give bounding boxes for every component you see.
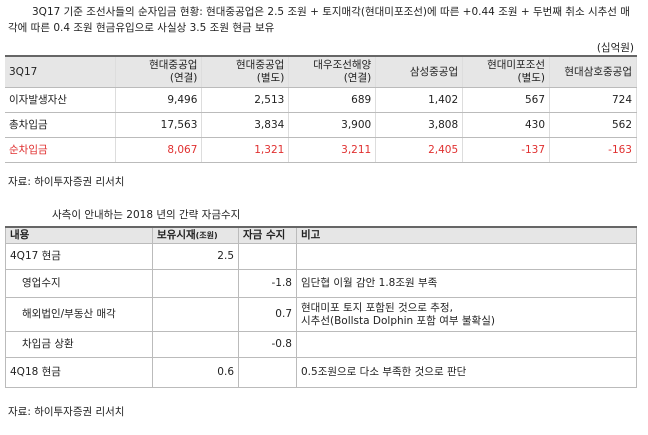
- cell: [238, 357, 297, 388]
- cell: 562: [549, 112, 637, 138]
- row: 4Q17 현금 2.5: [5, 243, 637, 270]
- cell: -137: [462, 137, 551, 163]
- cell: 4Q18 현금: [5, 357, 153, 388]
- row: 4Q18 현금 0.6 0.5조원으로 다소 부족한 것으로 판단: [5, 357, 637, 388]
- row: 차입금 상환 -0.8: [5, 331, 637, 358]
- header-cell: 현대미포조선 (별도): [462, 55, 551, 88]
- cell: -1.8: [238, 269, 297, 298]
- cell: [296, 331, 637, 358]
- header-cell: 보유시재(조원): [152, 226, 239, 244]
- cell: 현대미포 토지 포함된 것으로 추정, 시추선(Bollsta Dolphin …: [296, 297, 637, 332]
- header-cell: 삼성중공업: [375, 55, 464, 88]
- header-cell: 자금 수지: [238, 226, 297, 244]
- cell: 3,808: [375, 112, 464, 138]
- cell: 임단협 이월 감안 1.8조원 부족: [296, 269, 637, 298]
- cell: 해외법인/부동산 매각: [5, 297, 153, 332]
- cell: 8,067: [115, 137, 203, 163]
- cell: 4Q17 현금: [5, 243, 153, 270]
- table-1: 3Q17 현대중공업 (연결) 현대중공업 (별도) 대우조선해양 (연결) 삼성중공업…: [5, 55, 637, 163]
- header-cell: 현대삼호중공업: [549, 55, 637, 88]
- header-unit: (조원): [195, 231, 218, 240]
- cell: [238, 243, 297, 270]
- cell: [152, 269, 239, 298]
- cell: 3,211: [288, 137, 377, 163]
- cell: 3,834: [201, 112, 290, 138]
- header-cell: 내용: [5, 226, 153, 244]
- cell: 1,321: [201, 137, 290, 163]
- unit: (십억원): [596, 42, 634, 54]
- table-2: 내용 보유시재(조원) 자금 수지 비고 4Q17 현금 2.5 영업수지 -1.8 임…: [5, 226, 637, 388]
- table-title: 사측이 안내하는 2018 년의 간략 자금수지: [52, 209, 241, 221]
- cell: 총차입금: [5, 112, 116, 138]
- header-cell: 3Q17: [5, 55, 116, 88]
- row: 총차입금 17,563 3,834 3,900 3,808 430 562: [5, 112, 637, 138]
- cell: -163: [549, 137, 637, 163]
- header-cell: 현대중공업 (별도): [201, 55, 290, 88]
- cell: 0.7: [238, 297, 297, 332]
- header-cell: 현대중공업 (연결): [115, 55, 203, 88]
- cell: 영업수지: [5, 269, 153, 298]
- row: 순차입금 8,067 1,321 3,211 2,405 -137 -163: [5, 137, 637, 163]
- intro: 3Q17 기준 조선사들의 순자입금 현황: 현대중공업은 2.5 조원 + 토…: [8, 6, 630, 34]
- cell: -0.8: [238, 331, 297, 358]
- cell: 차입금 상환: [5, 331, 153, 358]
- cell: 724: [549, 87, 637, 113]
- cell: 순차입금: [5, 137, 116, 163]
- cell: 0.6: [152, 357, 239, 388]
- row: 영업수지 -1.8 임단협 이월 감안 1.8조원 부족: [5, 269, 637, 298]
- row: 해외법인/부동산 매각 0.7 현대미포 토지 포함된 것으로 추정, 시추선(Bo…: [5, 297, 637, 332]
- cell: 1,402: [375, 87, 464, 113]
- cell: 17,563: [115, 112, 203, 138]
- cell: 567: [462, 87, 551, 113]
- cell: 3,900: [288, 112, 377, 138]
- cell: 689: [288, 87, 377, 113]
- cell: 2,513: [201, 87, 290, 113]
- cell: [296, 243, 637, 270]
- cell: 2.5: [152, 243, 239, 270]
- cell: 이자발생자산: [5, 87, 116, 113]
- header-cell: 대우조선해양 (연결): [288, 55, 377, 88]
- source: 자료: 하이투자증권 리서치: [8, 176, 125, 188]
- cell: [152, 297, 239, 332]
- cell: 430: [462, 112, 551, 138]
- cell: 0.5조원으로 다소 부족한 것으로 판단: [296, 357, 637, 388]
- header-text: 보유시재: [157, 229, 196, 241]
- cell: 9,496: [115, 87, 203, 113]
- cell: [152, 331, 239, 358]
- source: 자료: 하이투자증권 리서치: [8, 406, 125, 418]
- header-cell: 비고: [296, 226, 637, 244]
- cell: 2,405: [375, 137, 464, 163]
- row: 이자발생자산 9,496 2,513 689 1,402 567 724: [5, 87, 637, 113]
